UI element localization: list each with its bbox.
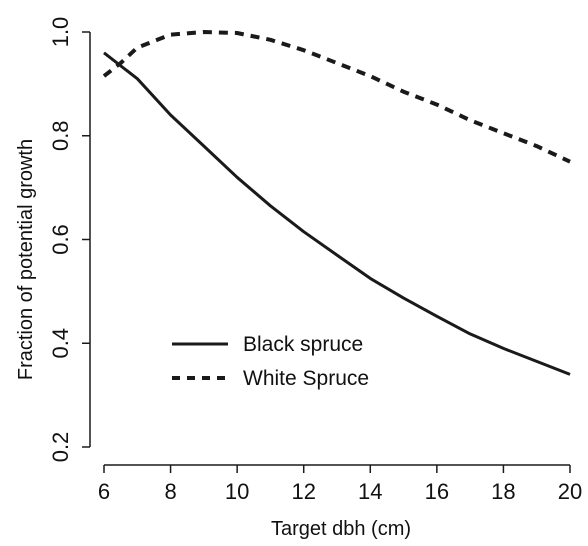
y-tick-label: 0.8 bbox=[48, 120, 73, 151]
series-line-2 bbox=[102, 30, 571, 164]
y-tick-label: 0.2 bbox=[48, 432, 73, 463]
y-tick-label: 0.4 bbox=[48, 328, 73, 359]
x-tick-label: 16 bbox=[425, 479, 449, 504]
x-axis-label: Target dbh (cm) bbox=[271, 518, 411, 540]
y-tick-label: 0.6 bbox=[48, 224, 73, 255]
x-tick-label: 8 bbox=[164, 479, 176, 504]
x-tick-label: 18 bbox=[491, 479, 515, 504]
legend: Black spruce White Spruce bbox=[172, 333, 369, 390]
x-tick-label: 12 bbox=[291, 479, 315, 504]
x-axis-ticks: 6 8 10 12 14 16 18 20 bbox=[98, 465, 582, 504]
legend-label: Black spruce bbox=[243, 333, 363, 356]
series-line-1 bbox=[103, 51, 571, 376]
x-tick-label: 6 bbox=[98, 479, 110, 504]
x-tick-label: 20 bbox=[558, 479, 582, 504]
y-axis-label: Fraction of potential growth bbox=[15, 139, 37, 380]
legend-label: White Spruce bbox=[243, 367, 369, 390]
y-axis-ticks: 0.2 0.4 0.6 0.8 1.0 bbox=[48, 17, 90, 463]
series-layer bbox=[102, 30, 571, 376]
x-tick-label: 14 bbox=[358, 479, 382, 504]
x-tick-label: 10 bbox=[225, 479, 249, 504]
y-tick-label: 1.0 bbox=[48, 17, 73, 48]
